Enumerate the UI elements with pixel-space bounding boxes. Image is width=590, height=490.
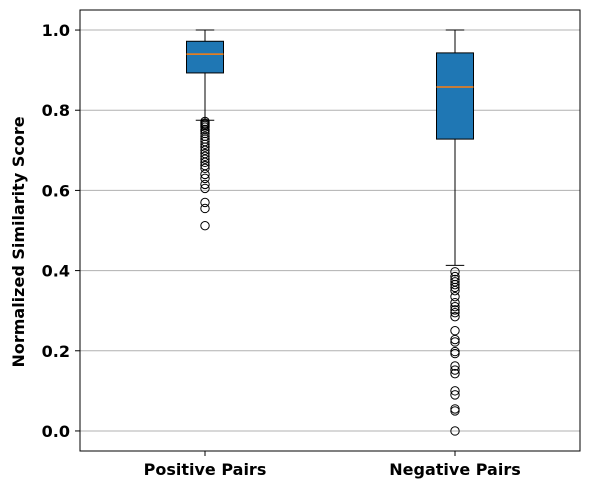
outlier-point: [200, 122, 210, 132]
gridlines: [80, 29, 580, 432]
outlier-point: [450, 307, 460, 318]
x-tick-label: Negative Pairs: [389, 460, 520, 479]
outlier-point: [450, 348, 460, 359]
iqr-box: [436, 52, 474, 140]
outlier-point: [200, 173, 210, 184]
outlier-point: [450, 426, 460, 436]
outlier-point: [450, 305, 460, 315]
outlier-point: [450, 285, 460, 296]
outlier-point: [200, 220, 210, 231]
y-tick-label: 0.0: [42, 422, 70, 441]
plot-frame: [79, 9, 581, 452]
outlier-point: [450, 346, 460, 357]
x-tick-label: Positive Pairs: [144, 460, 267, 479]
y-tick-label: 1.0: [42, 21, 70, 40]
outlier-point: [450, 365, 460, 375]
outlier-point: [200, 163, 210, 174]
y-tick-label: 0.8: [42, 101, 70, 120]
y-tick-label: 0.4: [42, 262, 70, 281]
outlier-point: [200, 154, 210, 164]
outlier-point: [200, 151, 210, 162]
outlier-point: [200, 179, 210, 190]
boxes: [186, 29, 474, 436]
iqr-box: [186, 40, 224, 74]
box-positive-pairs: [186, 29, 224, 231]
x-axis: Positive Pairs Negative Pairs: [144, 451, 521, 479]
outlier-point: [200, 203, 210, 214]
outlier-point: [450, 291, 460, 302]
outlier-point: [450, 404, 460, 414]
y-tick-label: 0.2: [42, 342, 70, 361]
outlier-point: [450, 282, 460, 293]
outlier-point: [200, 183, 210, 194]
outlier-point: [450, 301, 460, 312]
outlier-point: [450, 297, 460, 308]
outlier-point: [450, 368, 460, 379]
outlier-point: [200, 169, 210, 180]
y-tick-label: 0.6: [42, 181, 70, 200]
outlier-point: [450, 267, 460, 277]
box-negative-pairs: [436, 29, 474, 436]
outlier-point: [450, 386, 460, 396]
outlier-point: [450, 390, 460, 400]
outlier-point: [200, 142, 210, 152]
outlier-point: [450, 337, 460, 347]
y-axis-title: Normalized Similarity Score: [9, 116, 28, 367]
outlier-point: [200, 157, 210, 168]
outlier-point: [450, 406, 460, 416]
outlier-point: [450, 311, 460, 322]
outlier-point: [200, 197, 210, 208]
y-axis: 0.0 0.2 0.4 0.6 0.8 1.0: [42, 21, 80, 441]
outlier-point: [450, 326, 460, 336]
outlier-point: [450, 361, 460, 371]
outlier-point: [200, 139, 210, 150]
outlier-point: [450, 334, 460, 345]
outlier-point: [450, 279, 460, 290]
